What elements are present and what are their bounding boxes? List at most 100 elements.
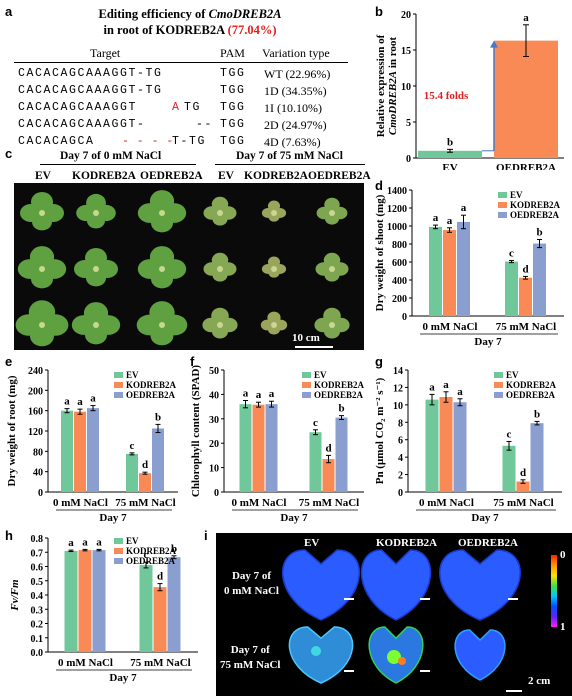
bar [494,40,558,158]
plant-leaf [86,269,106,287]
legend-label: EV [314,370,327,380]
significance-letter: b [534,408,540,420]
category-label: 75 mM NaCl [299,497,360,509]
plant-center [159,210,165,216]
fluor-row-salt-line2: 75 mM NaCl [220,659,281,671]
significance-letter: d [325,442,331,454]
plant-leaf [324,197,340,212]
bar [429,226,442,316]
y-tick-label: 400 [392,276,407,287]
plant-leaf [324,268,340,282]
y-tick-label: 0 [406,154,411,165]
sequence-pam: TGG [220,67,246,80]
significance-letter: d [522,263,528,275]
panel-a-rule [14,62,348,63]
panel-letter-h: h [5,528,13,543]
y-tick-label: 5 [406,118,411,129]
sequence-target-end: T-TG [172,135,207,148]
plant-leaf [86,193,106,212]
category-label: OEDREB2A [496,162,556,170]
significance-letter: a [68,537,74,549]
significance-letter: a [82,536,88,548]
sequence-insertion: A [172,101,181,114]
legend-swatch [114,372,123,378]
bar [457,221,470,316]
bar [152,428,164,492]
stress-spot [398,657,406,665]
legend-label: OEDREB2A [510,210,560,220]
significance-letter: a [96,536,102,548]
bar [252,404,265,492]
chart-f: 0 10 20 30 40 50 Chlorophyll content (SPAD) 0 m… [190,365,365,524]
legend-swatch [494,392,503,398]
plant-center [217,266,223,272]
plant-center [39,266,45,272]
y-tick-label: 20 [209,439,219,450]
colorbar [551,555,557,627]
bar [502,445,516,492]
bar [126,453,138,492]
header-pam: PAM [220,46,245,60]
y-tick-label: 8 [398,418,403,429]
y-tick-label: 800 [392,240,407,251]
significance-letter: a [269,388,275,400]
plant-center [271,210,277,216]
sequence-pam: TGG [220,101,246,114]
plant-leaf [29,246,55,269]
bar [516,481,530,492]
y-tick-label: 14 [393,366,403,377]
y-tick-label: 40 [33,468,43,479]
y-tick-label: 0.4 [31,591,44,602]
sequence-pam: TGG [220,135,246,148]
category-label: 75 mM NaCl [130,657,191,669]
fluor-row-control: Day 7 of 0 mM NaCl [224,569,279,599]
category-label: EV [442,162,457,170]
y-tick-label: 1000 [387,222,407,233]
legend-label: KODREB2A [314,380,365,390]
sequence-pam: TGG [220,84,246,97]
plant-leaf [149,246,175,269]
y-tick-label: 10 [401,82,411,93]
legend-label: EV [126,370,139,380]
bar [335,417,348,492]
fold-annotation: 15.4 folds [424,90,469,102]
y-tick-label: 0 [38,488,43,499]
y-axis-label: Pn (μmol CO₂ m⁻² s⁻¹) [374,377,386,484]
colorbar-bottom-label: 1 [560,621,566,633]
significance-letter: a [443,379,449,391]
plant-leaf [30,326,54,347]
bar [505,261,518,316]
significance-letter: b [338,403,344,415]
plant-leaf [211,196,229,212]
category-label: 0 mM NaCl [419,497,474,509]
plant-leaf [149,190,175,213]
y-tick-label: 40 [209,390,219,401]
plant-leaf [323,307,341,324]
bar [530,423,544,492]
bar [78,550,92,652]
plant-leaf [28,300,56,325]
fluorescence-leaf [288,626,354,684]
variation-type: 1I (10.10%) [264,101,322,115]
variation-type: WT (22.96%) [264,67,331,81]
bar [309,432,322,492]
legend-label: KODREB2A [510,200,561,210]
legend-swatch [114,558,123,564]
y-axis-label: Fv/Fm [9,579,21,612]
photo-label-ko: KODREB2A [72,170,136,182]
panel-letter-f: f [190,354,195,369]
y-tick-label: 10 [209,464,219,475]
y-tick-label: 160 [28,407,43,418]
y-tick-label: 0.5 [31,577,44,588]
y-axis-label: Chlorophyll content (SPAD) [190,365,202,498]
category-label: 0 mM NaCl [423,321,478,333]
y-tick-label: 12 [393,383,403,394]
legend-swatch [498,202,507,208]
photo-label-oe-salt: OEDREB2A [308,170,371,182]
fluor-row-control-line2: 0 mM NaCl [224,585,279,597]
legend-label: KODREB2A [506,380,557,390]
significance-letter: b [536,227,542,239]
condition-right-rule [215,164,365,165]
bar [87,408,99,492]
panel-letter-c: c [5,146,13,161]
